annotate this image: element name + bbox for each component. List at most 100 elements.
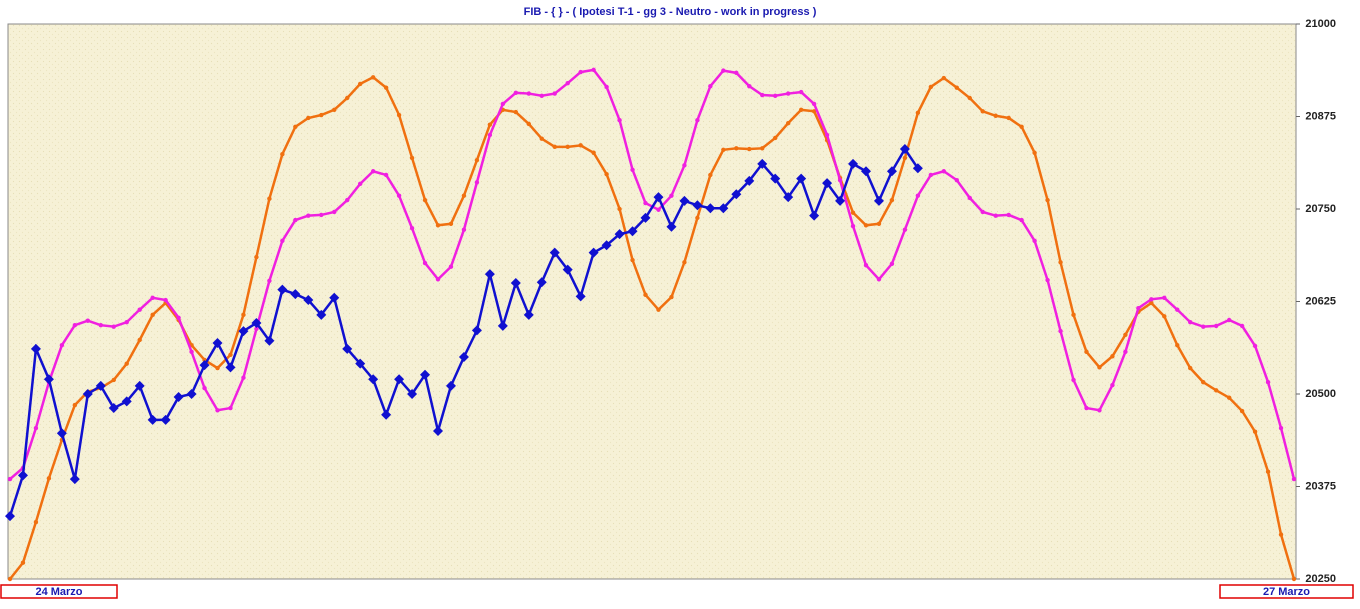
point-marker (1032, 150, 1037, 155)
point-marker (1265, 469, 1271, 474)
point-marker (124, 361, 129, 366)
point-marker (873, 195, 884, 206)
y-tick-label: 21000 (1305, 18, 1336, 30)
point-marker (552, 144, 557, 150)
point-marker (30, 343, 41, 354)
point-marker (643, 200, 648, 206)
point-marker (98, 322, 103, 328)
point-marker (1291, 576, 1297, 582)
point-marker (1058, 260, 1063, 265)
point-marker (357, 81, 363, 87)
point-marker (578, 69, 583, 75)
point-marker (565, 81, 570, 86)
point-marker (614, 229, 625, 240)
point-marker (513, 109, 519, 115)
point-marker (1110, 354, 1115, 359)
point-marker (137, 337, 142, 343)
point-marker (409, 155, 415, 161)
point-marker (69, 474, 80, 485)
point-marker (433, 426, 443, 436)
point-marker (604, 172, 609, 177)
point-marker (1226, 317, 1232, 323)
point-marker (760, 146, 765, 151)
point-marker (484, 269, 495, 280)
y-tick-label: 20750 (1305, 203, 1336, 215)
point-marker (487, 122, 493, 127)
point-marker (643, 292, 648, 298)
point-marker (1265, 379, 1271, 385)
point-marker (474, 180, 480, 185)
point-marker (111, 324, 116, 329)
point-marker (176, 315, 181, 320)
point-marker (666, 221, 677, 232)
point-marker (147, 414, 158, 425)
point-marker (342, 343, 353, 354)
point-marker (575, 291, 586, 302)
point-marker (1278, 425, 1284, 431)
point-marker (212, 337, 223, 348)
point-marker (316, 309, 327, 320)
y-tick-label: 20250 (1305, 573, 1336, 585)
point-marker (461, 193, 467, 198)
point-marker (526, 121, 531, 127)
point-marker (7, 576, 13, 582)
point-marker (744, 175, 755, 186)
point-marker (902, 227, 908, 232)
point-marker (1213, 388, 1219, 393)
point-marker (1110, 382, 1115, 388)
y-tick-label: 20375 (1305, 480, 1336, 492)
point-marker (228, 352, 233, 357)
point-marker (72, 322, 78, 328)
point-marker (186, 389, 197, 399)
chart-title: FIB - { } - ( Ipotesi T-1 - gg 3 - Neutr… (524, 6, 817, 18)
point-marker (682, 260, 687, 265)
point-marker (448, 264, 454, 269)
point-marker (396, 112, 402, 118)
point-marker (993, 113, 998, 118)
point-marker (889, 197, 895, 203)
point-marker (980, 109, 985, 114)
point-marker (254, 254, 259, 260)
point-marker (435, 277, 441, 282)
point-marker (1291, 476, 1297, 482)
point-marker (1162, 295, 1167, 300)
point-marker (837, 177, 843, 183)
point-marker (721, 147, 726, 152)
point-marker (435, 223, 441, 228)
point-marker (692, 200, 703, 211)
point-marker (809, 210, 820, 221)
point-marker (72, 402, 78, 408)
point-marker (303, 295, 314, 306)
point-marker (863, 263, 869, 268)
point-marker (1019, 124, 1024, 130)
point-marker (886, 166, 897, 177)
point-marker (407, 389, 418, 399)
point-marker (1019, 217, 1024, 223)
point-marker (967, 195, 972, 201)
point-marker (695, 215, 700, 221)
point-marker (422, 260, 428, 266)
point-marker (785, 120, 791, 126)
point-marker (954, 177, 959, 183)
point-marker (627, 226, 638, 237)
point-marker (1226, 395, 1232, 400)
point-marker (770, 173, 781, 184)
point-marker (980, 209, 985, 215)
y-tick-label: 20500 (1305, 388, 1336, 400)
point-marker (33, 519, 39, 525)
point-marker (1097, 408, 1102, 413)
point-marker (928, 172, 934, 178)
point-marker (902, 155, 908, 161)
point-marker (941, 169, 947, 174)
point-marker (134, 380, 145, 391)
point-marker (811, 101, 817, 107)
point-marker (215, 365, 220, 371)
point-marker (1252, 429, 1258, 434)
series-line (9, 75, 1296, 580)
point-marker (189, 349, 194, 355)
point-marker (306, 115, 311, 121)
point-marker (85, 318, 91, 323)
point-marker (1071, 312, 1076, 318)
point-marker (1006, 212, 1011, 218)
point-marker (682, 163, 687, 168)
